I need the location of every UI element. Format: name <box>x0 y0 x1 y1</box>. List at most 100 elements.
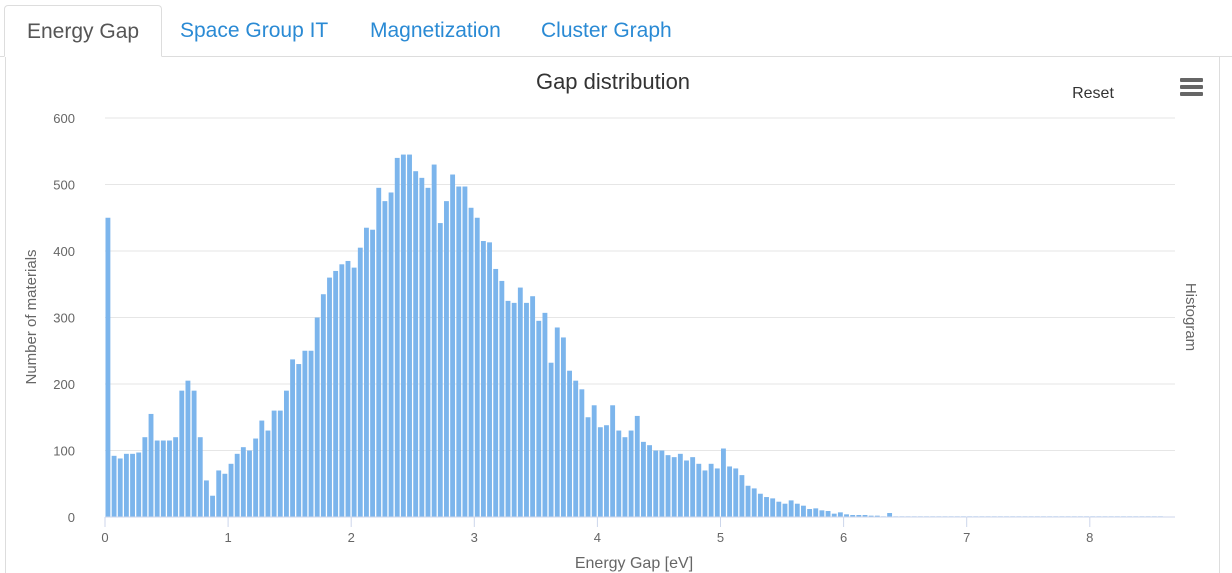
histogram-bar[interactable] <box>247 450 252 518</box>
histogram-bar[interactable] <box>604 425 609 517</box>
histogram-bar[interactable] <box>345 260 351 517</box>
histogram-bar[interactable] <box>296 364 302 517</box>
histogram-bar[interactable] <box>727 466 733 517</box>
histogram-bar[interactable] <box>887 513 893 517</box>
histogram-bar[interactable] <box>284 390 289 517</box>
histogram-bar[interactable] <box>542 312 548 517</box>
histogram-bar[interactable] <box>413 171 419 517</box>
histogram-bar[interactable] <box>333 270 339 517</box>
histogram-bar[interactable] <box>210 495 215 517</box>
histogram-bar[interactable] <box>148 413 154 517</box>
histogram-bar[interactable] <box>801 505 806 517</box>
histogram-bar[interactable] <box>444 201 449 518</box>
tab-magnetization[interactable]: Magnetization <box>370 19 501 42</box>
histogram-bar[interactable] <box>388 192 394 518</box>
histogram-bar[interactable] <box>733 468 739 517</box>
histogram-bar[interactable] <box>240 447 246 517</box>
tab-cluster-graph[interactable]: Cluster Graph <box>541 19 672 42</box>
histogram-bar[interactable] <box>659 450 665 518</box>
histogram-bar[interactable] <box>536 320 542 517</box>
histogram-bar[interactable] <box>739 475 745 517</box>
histogram-bar[interactable] <box>782 503 788 517</box>
histogram-bar[interactable] <box>259 420 265 517</box>
histogram-bar[interactable] <box>690 457 696 517</box>
histogram-bar[interactable] <box>807 509 813 517</box>
histogram-bar[interactable] <box>585 417 591 517</box>
histogram-bar[interactable] <box>856 515 862 517</box>
histogram-bar[interactable] <box>450 174 456 517</box>
histogram-bar[interactable] <box>487 242 492 517</box>
histogram-bar[interactable] <box>154 440 160 517</box>
histogram-bar[interactable] <box>228 463 234 517</box>
histogram-bar[interactable] <box>616 430 622 517</box>
histogram-bar[interactable] <box>573 380 579 517</box>
histogram-bar[interactable] <box>874 515 880 517</box>
histogram-bar[interactable] <box>173 437 179 517</box>
histogram-bar[interactable] <box>437 223 443 517</box>
histogram-bar[interactable] <box>376 187 382 517</box>
histogram-bar[interactable] <box>640 441 646 517</box>
histogram-bar[interactable] <box>653 450 659 518</box>
histogram-bar[interactable] <box>708 463 714 517</box>
histogram-bar[interactable] <box>462 186 468 518</box>
histogram-bar[interactable] <box>111 455 117 517</box>
histogram-bar[interactable] <box>123 453 129 517</box>
histogram-bar[interactable] <box>425 187 431 517</box>
histogram-bar[interactable] <box>339 264 345 517</box>
histogram-bar[interactable] <box>394 157 400 517</box>
histogram-bar[interactable] <box>850 515 856 517</box>
histogram-bar[interactable] <box>105 217 111 517</box>
histogram-bar[interactable] <box>357 247 363 517</box>
histogram-bar[interactable] <box>764 497 769 517</box>
histogram-bar[interactable] <box>702 470 708 517</box>
histogram-bar[interactable] <box>253 438 259 517</box>
histogram-bar[interactable] <box>524 302 529 517</box>
histogram-bar[interactable] <box>647 445 652 517</box>
histogram-bar[interactable] <box>203 480 209 517</box>
histogram-bar[interactable] <box>480 241 486 517</box>
histogram-bar[interactable] <box>167 440 172 517</box>
histogram-bar[interactable] <box>770 498 776 517</box>
histogram-bar[interactable] <box>844 514 849 517</box>
histogram-bar[interactable] <box>468 207 474 517</box>
histogram-bar[interactable] <box>579 389 585 517</box>
histogram-bar[interactable] <box>634 415 640 517</box>
histogram-bar[interactable] <box>554 327 560 517</box>
histogram-bar[interactable] <box>493 268 499 517</box>
histogram-bar[interactable] <box>837 512 843 517</box>
histogram-bar[interactable] <box>597 427 603 517</box>
histogram-bar[interactable] <box>517 287 523 517</box>
histogram-bar[interactable] <box>400 154 406 517</box>
histogram-bar[interactable] <box>222 473 228 517</box>
histogram-bar[interactable] <box>776 501 782 517</box>
reset-zoom-button[interactable]: Reset <box>1072 85 1114 102</box>
histogram-bar[interactable] <box>302 350 308 517</box>
histogram-bar[interactable] <box>721 448 726 518</box>
hamburger-menu-icon[interactable] <box>1180 78 1203 96</box>
histogram-bar[interactable] <box>745 485 751 517</box>
histogram-bar[interactable] <box>290 359 296 517</box>
histogram-bar[interactable] <box>136 452 142 518</box>
histogram-bar[interactable] <box>530 296 536 517</box>
histogram-bar[interactable] <box>142 437 148 517</box>
histogram-bar[interactable] <box>788 500 794 518</box>
histogram-bar[interactable] <box>696 463 702 517</box>
histogram-bar[interactable] <box>370 229 376 517</box>
histogram-bar[interactable] <box>671 457 677 517</box>
histogram-bar[interactable] <box>868 515 874 517</box>
histogram-bar[interactable] <box>757 493 763 517</box>
histogram-bar[interactable] <box>474 217 480 517</box>
histogram-bar[interactable] <box>271 410 277 517</box>
histogram-bar[interactable] <box>548 362 554 517</box>
histogram-bar[interactable] <box>407 154 412 517</box>
histogram-bar[interactable] <box>185 380 191 517</box>
histogram-bar[interactable] <box>197 437 203 517</box>
histogram-bar[interactable] <box>265 430 271 517</box>
histogram-bar[interactable] <box>591 405 597 517</box>
histogram-bar[interactable] <box>308 350 314 517</box>
histogram-bar[interactable] <box>511 302 517 517</box>
histogram-bar[interactable] <box>351 267 357 518</box>
histogram-bar[interactable] <box>364 227 369 517</box>
histogram-bar[interactable] <box>794 503 800 517</box>
histogram-bar[interactable] <box>622 437 628 517</box>
